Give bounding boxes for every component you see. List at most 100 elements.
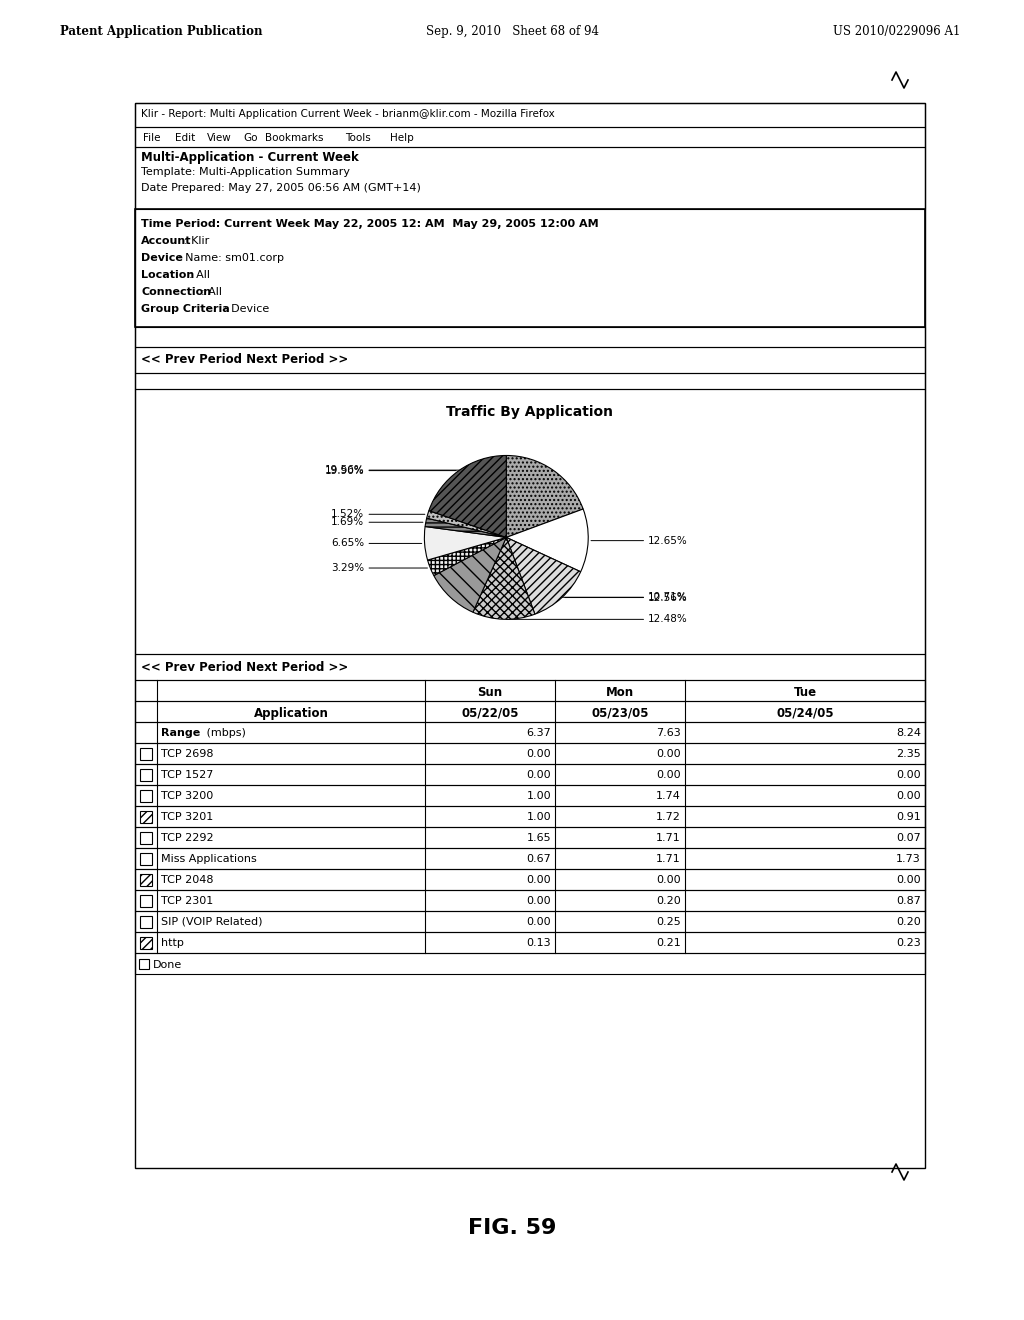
- Text: 0.23: 0.23: [896, 939, 921, 948]
- Text: Patent Application Publication: Patent Application Publication: [60, 25, 262, 38]
- Text: 1.71: 1.71: [656, 854, 681, 865]
- Text: 0.67: 0.67: [526, 854, 551, 865]
- Text: US 2010/0229096 A1: US 2010/0229096 A1: [833, 25, 961, 38]
- Bar: [139, 960, 150, 969]
- Bar: [135, 209, 925, 327]
- Text: http: http: [161, 939, 184, 948]
- Text: 0.00: 0.00: [656, 875, 681, 884]
- Text: Sun: Sun: [477, 686, 503, 700]
- Bar: [135, 103, 925, 127]
- Text: : Klir: : Klir: [183, 236, 209, 246]
- Text: 0.91: 0.91: [896, 812, 921, 822]
- Bar: [140, 853, 152, 865]
- Text: 0.00: 0.00: [526, 896, 551, 906]
- Wedge shape: [428, 537, 506, 576]
- Text: 1.69%: 1.69%: [331, 517, 365, 527]
- Text: 1.65: 1.65: [526, 833, 551, 843]
- Text: Time Period: Current Week May 22, 2005 12: AM  May 29, 2005 12:00 AM: Time Period: Current Week May 22, 2005 1…: [141, 219, 599, 228]
- Bar: [140, 768, 152, 780]
- Text: TCP 3201: TCP 3201: [161, 812, 213, 822]
- Bar: [135, 722, 925, 743]
- Bar: [135, 653, 925, 680]
- Text: 0.00: 0.00: [656, 748, 681, 759]
- Text: Tools: Tools: [345, 133, 371, 143]
- Text: 10.71%: 10.71%: [648, 593, 688, 602]
- Text: Bookmarks: Bookmarks: [265, 133, 324, 143]
- Bar: [140, 936, 152, 949]
- Text: Go: Go: [243, 133, 257, 143]
- Text: Done: Done: [153, 960, 182, 970]
- Wedge shape: [506, 455, 583, 537]
- Text: Traffic By Application: Traffic By Application: [446, 405, 613, 418]
- Wedge shape: [429, 455, 506, 537]
- Text: 7.63: 7.63: [656, 729, 681, 738]
- Text: : Name: sm01.corp: : Name: sm01.corp: [178, 253, 284, 263]
- Text: 0.00: 0.00: [896, 770, 921, 780]
- Text: Application: Application: [254, 708, 329, 719]
- Text: 1.00: 1.00: [526, 791, 551, 801]
- Text: Edit: Edit: [175, 133, 196, 143]
- Text: Location: Location: [141, 271, 195, 280]
- Bar: [135, 680, 925, 701]
- Text: View: View: [207, 133, 231, 143]
- Text: Help: Help: [390, 133, 414, 143]
- Text: 0.25: 0.25: [656, 917, 681, 927]
- Bar: [140, 895, 152, 907]
- Text: TCP 3200: TCP 3200: [161, 791, 213, 801]
- Text: TCP 2301: TCP 2301: [161, 896, 213, 906]
- Text: 0.00: 0.00: [656, 770, 681, 780]
- Bar: [135, 743, 925, 764]
- Text: 1.74: 1.74: [656, 791, 681, 801]
- Bar: [140, 789, 152, 801]
- Bar: [135, 911, 925, 932]
- Text: : All: : All: [189, 271, 210, 280]
- Bar: [135, 103, 925, 1168]
- Text: 05/23/05: 05/23/05: [591, 708, 649, 719]
- Wedge shape: [434, 537, 506, 612]
- Text: 19.90%: 19.90%: [325, 466, 365, 475]
- Bar: [135, 807, 925, 828]
- Bar: [135, 347, 925, 374]
- Text: 0.00: 0.00: [526, 875, 551, 884]
- Bar: [135, 701, 925, 722]
- Bar: [135, 374, 925, 389]
- Bar: [135, 932, 925, 953]
- Text: FIG. 59: FIG. 59: [468, 1218, 556, 1238]
- Text: 8.24: 8.24: [896, 729, 921, 738]
- Text: 0.20: 0.20: [896, 917, 921, 927]
- Text: 0.20: 0.20: [656, 896, 681, 906]
- Text: : Device: : Device: [224, 304, 269, 314]
- Text: TCP 2292: TCP 2292: [161, 833, 214, 843]
- Text: Miss Applications: Miss Applications: [161, 854, 257, 865]
- Bar: [135, 764, 925, 785]
- Bar: [135, 828, 925, 847]
- Text: (mbps): (mbps): [203, 729, 246, 738]
- Text: Multi-Application - Current Week: Multi-Application - Current Week: [141, 150, 358, 164]
- Text: 0.00: 0.00: [526, 770, 551, 780]
- Text: Connection: Connection: [141, 286, 211, 297]
- Bar: [140, 747, 152, 759]
- Bar: [140, 916, 152, 928]
- Bar: [140, 832, 152, 843]
- Text: 05/22/05: 05/22/05: [461, 708, 519, 719]
- Text: Mon: Mon: [606, 686, 634, 700]
- Text: Account: Account: [141, 236, 191, 246]
- Text: : All: : All: [201, 286, 222, 297]
- Bar: [140, 810, 152, 822]
- Bar: [135, 785, 925, 807]
- Text: File: File: [143, 133, 161, 143]
- Text: Template: Multi-Application Summary: Template: Multi-Application Summary: [141, 168, 350, 177]
- Text: 12.56%: 12.56%: [648, 593, 688, 602]
- Text: 0.87: 0.87: [896, 896, 921, 906]
- Wedge shape: [473, 537, 535, 619]
- Text: << Prev Period Next Period >>: << Prev Period Next Period >>: [141, 661, 348, 675]
- Bar: [140, 874, 152, 886]
- Text: 12.48%: 12.48%: [648, 614, 688, 624]
- Text: TCP 2698: TCP 2698: [161, 748, 213, 759]
- Text: 0.00: 0.00: [896, 791, 921, 801]
- Text: SIP (VOIP Related): SIP (VOIP Related): [161, 917, 262, 927]
- Text: 05/24/05: 05/24/05: [776, 708, 834, 719]
- Text: 2.35: 2.35: [896, 748, 921, 759]
- Text: Device: Device: [141, 253, 183, 263]
- Bar: [135, 953, 925, 974]
